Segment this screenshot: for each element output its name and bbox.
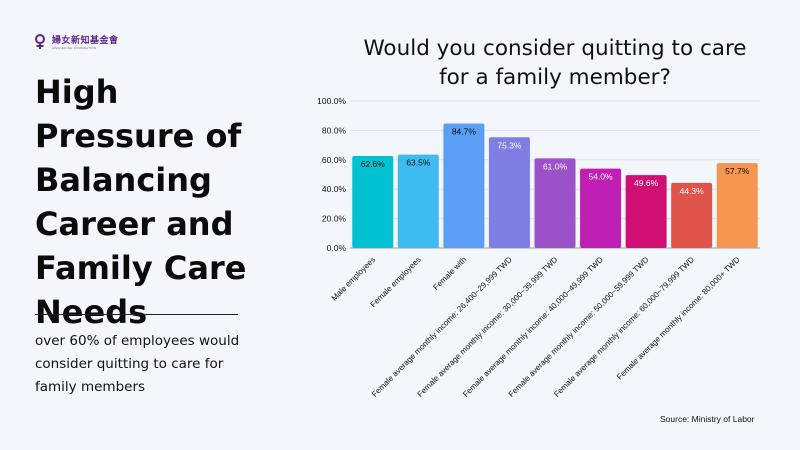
bar bbox=[625, 175, 667, 248]
female-symbol-icon bbox=[35, 33, 45, 49]
y-tick-label: 0.0% bbox=[327, 243, 347, 253]
bar bbox=[443, 123, 485, 248]
divider bbox=[35, 314, 238, 315]
data-label: 75.3% bbox=[497, 140, 522, 150]
data-label: 62.6% bbox=[361, 159, 386, 169]
y-tick-label: 60.0% bbox=[322, 155, 347, 165]
bar bbox=[397, 154, 439, 248]
bar bbox=[488, 137, 530, 248]
data-label: 49.6% bbox=[634, 178, 659, 188]
y-tick-label: 100.0% bbox=[317, 96, 346, 106]
headline: High Pressure of Balancing Career and Fa… bbox=[35, 73, 247, 331]
source-note: Source: Ministry of Labor bbox=[660, 414, 755, 424]
chart-title: Would you consider quitting to care for … bbox=[363, 36, 747, 90]
data-label: 57.7% bbox=[725, 166, 750, 176]
bar bbox=[580, 168, 622, 248]
y-tick-label: 20.0% bbox=[322, 214, 347, 224]
y-tick-label: 80.0% bbox=[322, 125, 347, 135]
bar bbox=[534, 158, 576, 248]
x-tick-label: Female with bbox=[431, 255, 468, 292]
y-tick-label: 40.0% bbox=[322, 184, 347, 194]
data-label: 63.5% bbox=[406, 158, 431, 168]
x-tick-label: Male employees bbox=[330, 255, 378, 303]
data-label: 44.3% bbox=[680, 186, 705, 196]
data-label: 61.0% bbox=[543, 161, 568, 171]
x-tick-label: Female employees bbox=[369, 255, 423, 309]
logo-name: 婦女新知基金會 bbox=[52, 36, 119, 46]
bar bbox=[671, 182, 713, 248]
bar bbox=[716, 163, 758, 248]
logo-subtitle: AWAKENING FOUNDATION bbox=[52, 46, 97, 50]
data-label: 54.0% bbox=[589, 172, 614, 182]
logo: 婦女新知基金會 AWAKENING FOUNDATION bbox=[33, 33, 119, 50]
subtext: over 60% of employees would consider qui… bbox=[35, 333, 240, 395]
bar bbox=[352, 155, 394, 248]
data-label: 84.7% bbox=[452, 126, 477, 136]
